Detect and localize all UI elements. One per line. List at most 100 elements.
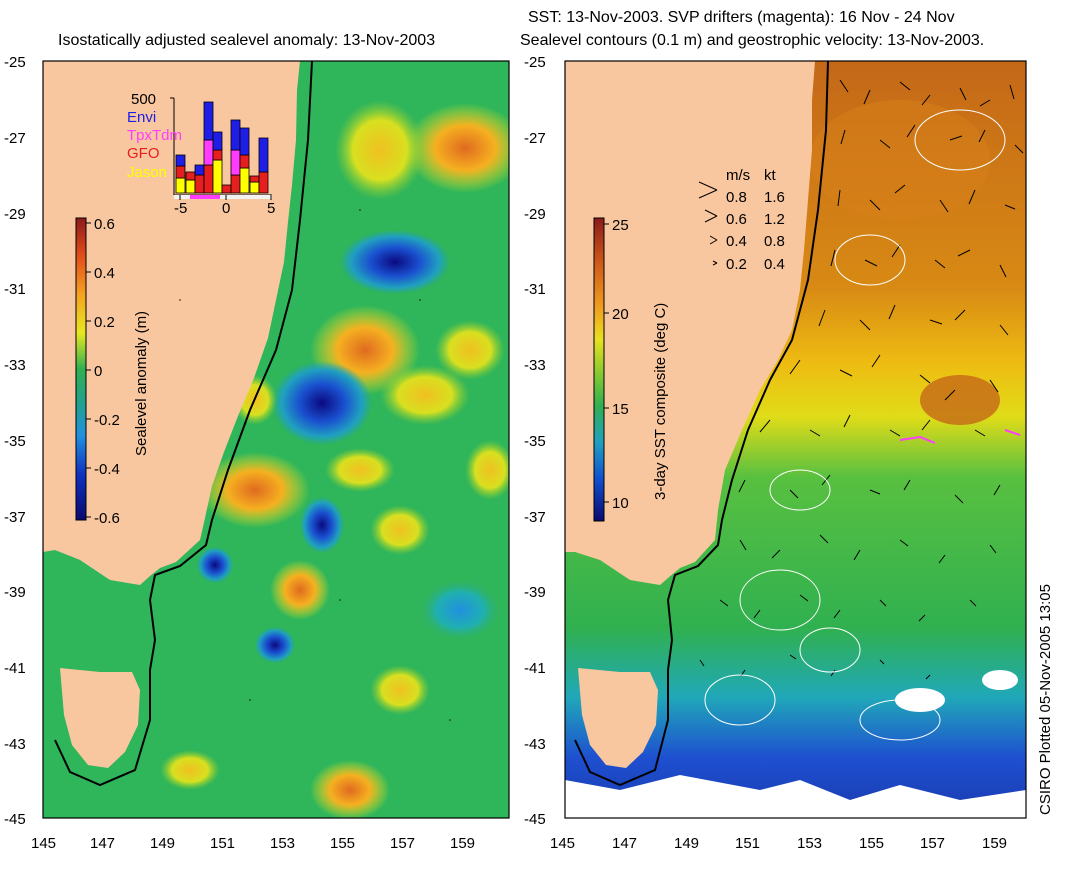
sealevel-colorbar: 0.6 0.4 0.2 0 -0.2 -0.4 -0.6 Sealevel an…	[75, 216, 150, 527]
ssh-tick: -0.6	[94, 510, 120, 527]
lon-tick: 153	[270, 835, 295, 852]
inset-legend-envi: Envi	[127, 109, 156, 126]
lat-tick: -37	[524, 509, 546, 526]
longitude-axis-left: 145 147 149 151 153 155 157 159	[31, 835, 475, 852]
speed-key-header-kt: kt	[764, 167, 777, 184]
lat-tick: -31	[524, 281, 546, 298]
sst-tick: 20	[612, 306, 629, 323]
speed-arrow-02	[712, 260, 718, 266]
inset-legend-jason: Jason	[127, 164, 167, 181]
plot-credit: CSIRO Plotted 05-Nov-2005 13:05	[1037, 584, 1054, 815]
right-map-frame	[564, 60, 1027, 819]
latitude-axis-right: -25 -27 -29 -31 -33 -35 -37 -39 -41 -43 …	[524, 54, 546, 828]
lat-tick: -33	[4, 357, 26, 374]
lon-tick: 147	[90, 835, 115, 852]
lat-tick: -25	[524, 54, 546, 71]
altimeter-coverage-inset: 500 Envi TpxTdm GFO Jason -5 0 5	[127, 91, 275, 217]
lat-tick: -27	[524, 130, 546, 147]
lon-tick: 159	[450, 835, 475, 852]
sst-tick: 10	[612, 495, 629, 512]
speed-arrow-04	[709, 235, 718, 245]
lon-tick: 153	[797, 835, 822, 852]
lon-tick: 151	[210, 835, 235, 852]
lat-tick: -43	[524, 736, 546, 753]
ssh-tick: 0.2	[94, 314, 115, 331]
lat-tick: -37	[4, 509, 26, 526]
lat-tick: -45	[524, 811, 546, 828]
lat-tick: -29	[524, 206, 546, 223]
tasmania	[578, 668, 658, 768]
ssh-tick: 0	[94, 363, 102, 380]
sst-map	[565, 61, 1026, 818]
lat-tick: -41	[4, 660, 26, 677]
shelf-contour	[574, 61, 829, 787]
ssh-tick: -0.4	[94, 461, 120, 478]
lat-tick: -35	[524, 433, 546, 450]
longitude-axis-right: 145 147 149 151 153 155 157 159	[550, 835, 1007, 852]
lon-tick: 145	[31, 835, 56, 852]
speed-key-ms: 0.8	[726, 189, 747, 206]
lon-tick: 149	[150, 835, 175, 852]
lat-tick: -39	[524, 584, 546, 601]
lat-tick: -39	[4, 584, 26, 601]
ssh-colorbar-label: Sealevel anomaly (m)	[133, 311, 150, 456]
inset-bars	[175, 101, 269, 194]
speed-key-kt: 1.2	[764, 211, 785, 228]
inset-xtick-0: 0	[222, 200, 230, 217]
speed-key-kt: 1.6	[764, 189, 785, 206]
sst-colorbar: 25 20 15 10 3-day SST composite (deg C)	[593, 217, 669, 522]
lon-tick: 155	[859, 835, 884, 852]
speed-arrow-06	[704, 209, 718, 223]
sealevel-contours	[704, 109, 1006, 741]
inset-legend-gfo: GFO	[127, 145, 160, 162]
right-panel-title-line2: Sealevel contours (0.1 m) and geostrophi…	[520, 32, 985, 49]
lon-tick: 151	[735, 835, 760, 852]
sst-tick: 15	[612, 401, 629, 418]
sst-tick: 25	[612, 217, 629, 234]
cloud-mask	[565, 670, 1026, 818]
speed-key-header-ms: m/s	[726, 167, 750, 184]
lat-tick: -31	[4, 281, 26, 298]
lon-tick: 159	[982, 835, 1007, 852]
lat-tick: -25	[4, 54, 26, 71]
australia-mainland	[565, 61, 815, 585]
lon-tick: 155	[330, 835, 355, 852]
speed-key-kt: 0.8	[764, 233, 785, 250]
lat-tick: -27	[4, 130, 26, 147]
inset-xtick-5: 5	[267, 200, 275, 217]
sst-colorbar-label: 3-day SST composite (deg C)	[652, 303, 669, 500]
lat-tick: -35	[4, 433, 26, 450]
speed-key-kt: 0.4	[764, 256, 785, 273]
ssh-tick: 0.4	[94, 265, 115, 282]
lat-tick: -45	[4, 811, 26, 828]
shelf-contour	[54, 61, 313, 787]
left-map-frame	[42, 60, 510, 819]
right-panel-title-line1: SST: 13-Nov-2003. SVP drifters (magenta)…	[528, 9, 955, 26]
speed-key-ms: 0.4	[726, 233, 747, 250]
lat-tick: -33	[524, 357, 546, 374]
lon-tick: 145	[550, 835, 575, 852]
lon-tick: 149	[674, 835, 699, 852]
ssh-tick: -0.2	[94, 412, 120, 429]
speed-arrow-08	[698, 181, 718, 199]
inset-legend-tpxtdm: TpxTdm	[127, 127, 182, 144]
drifter-track	[899, 429, 1021, 444]
sealevel-anomaly-map	[43, 61, 509, 818]
speed-key-ms: 0.2	[726, 256, 747, 273]
velocity-speed-key: m/s kt 0.8 1.6 0.6 1.2 0.4 0.8 0.2 0.4	[698, 167, 785, 273]
ssh-tick: 0.6	[94, 216, 115, 233]
speed-key-ms: 0.6	[726, 211, 747, 228]
lon-tick: 157	[920, 835, 945, 852]
inset-xtick-neg5: -5	[174, 200, 187, 217]
tasmania	[60, 668, 140, 768]
lon-tick: 157	[390, 835, 415, 852]
lat-tick: -43	[4, 736, 26, 753]
inset-max-label: 500	[131, 91, 156, 108]
left-panel-title: Isostatically adjusted sealevel anomaly:…	[58, 32, 436, 49]
lon-tick: 147	[612, 835, 637, 852]
lat-tick: -41	[524, 660, 546, 677]
lat-tick: -29	[4, 206, 26, 223]
latitude-axis-left: -25 -27 -29 -31 -33 -35 -37 -39 -41 -43 …	[4, 54, 26, 828]
velocity-vectors	[699, 79, 1024, 680]
